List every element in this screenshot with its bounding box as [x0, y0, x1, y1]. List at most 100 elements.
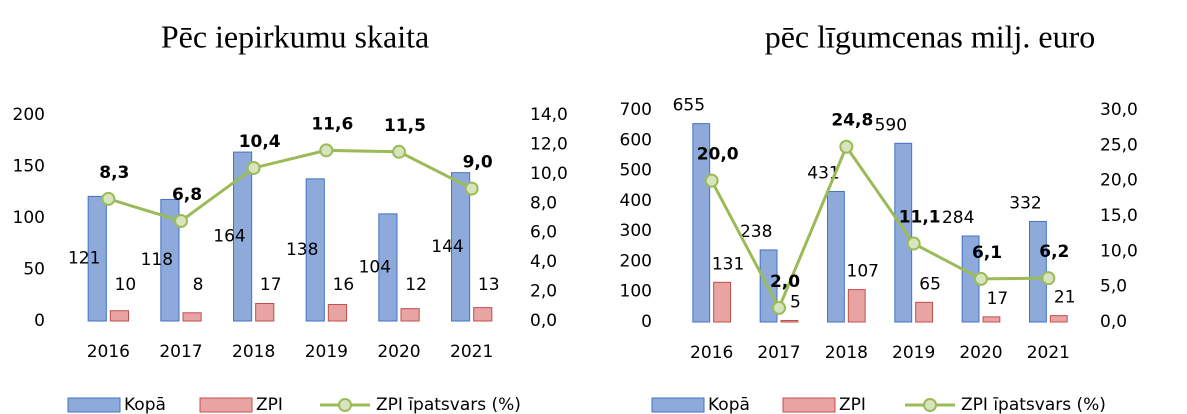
bar-value-label: 144 — [431, 237, 463, 257]
bar-value-label: 5 — [790, 292, 801, 312]
legend-marker — [338, 398, 352, 412]
line-marker — [464, 181, 479, 196]
line-value-label: 6,2 — [1039, 242, 1069, 262]
line — [107, 148, 473, 223]
y2-tick-label: 15,0 — [1100, 206, 1138, 226]
bar — [400, 308, 420, 322]
line-value-label: 24,8 — [831, 111, 873, 131]
chart-title: Pēc iepirkumu skaita — [161, 18, 429, 54]
y-tick-label: 100 — [13, 208, 45, 228]
line-value-label: 9,0 — [463, 153, 493, 173]
line-marker — [101, 191, 116, 206]
line-marker — [839, 139, 854, 154]
bar — [894, 142, 913, 323]
bar — [233, 151, 253, 322]
bar — [827, 190, 845, 323]
bar-value-label: 10 — [115, 275, 137, 295]
legend-swatch — [67, 397, 121, 413]
y-tick-label: 0 — [641, 312, 652, 332]
bar — [160, 198, 180, 322]
y-tick-label: 700 — [620, 100, 652, 120]
line-marker — [392, 144, 406, 159]
line-value-label: 20,0 — [697, 145, 739, 165]
bar-value-label: 21 — [1054, 288, 1076, 308]
y2-tick-label: 2,0 — [530, 282, 557, 302]
bar-value-label: 118 — [141, 250, 173, 270]
bar — [713, 281, 732, 323]
bar-value-label: 8 — [193, 275, 204, 295]
bar-value-label: 655 — [673, 96, 705, 116]
line-value-label: 11,6 — [311, 114, 353, 134]
bar-value-label: 12 — [405, 275, 427, 295]
line-marker — [1041, 271, 1056, 286]
x-tick-label: 2019 — [892, 343, 935, 363]
y2-tick-label: 5,0 — [1100, 277, 1127, 297]
legend-label: ZPI — [839, 395, 866, 414]
y-tick-label: 0 — [34, 311, 45, 331]
bar — [780, 319, 799, 323]
line-marker — [906, 236, 921, 251]
bar-value-label: 17 — [260, 275, 282, 295]
y-tick-label: 400 — [620, 191, 652, 211]
line-marker — [174, 213, 188, 228]
x-tick-label: 2019 — [305, 342, 348, 362]
y-tick-label: 300 — [620, 221, 652, 241]
bar-value-label: 17 — [987, 289, 1009, 309]
bar-value-label: 332 — [1009, 193, 1041, 213]
chart-panel: pēc līgumcenas milj. euro010020030040050… — [620, 18, 1138, 414]
line — [710, 143, 1049, 312]
bar-value-label: 590 — [875, 115, 907, 135]
line-value-label: 6,1 — [972, 243, 1002, 263]
y-tick-label: 200 — [620, 251, 652, 271]
x-tick-label: 2018 — [825, 343, 868, 363]
x-tick-label: 2016 — [87, 342, 130, 362]
y2-tick-label: 20,0 — [1100, 171, 1138, 191]
y2-tick-label: 10,0 — [1100, 241, 1138, 261]
bar-value-label: 164 — [213, 227, 245, 247]
y-tick-label: 600 — [620, 130, 652, 150]
line-value-label: 11,5 — [384, 116, 426, 136]
y-tick-label: 200 — [13, 105, 45, 125]
bar — [915, 301, 934, 323]
x-tick-label: 2017 — [757, 343, 800, 363]
x-tick-label: 2017 — [159, 342, 202, 362]
bar-value-label: 65 — [919, 274, 941, 294]
line-value-label: 8,3 — [99, 163, 129, 183]
line-value-label: 11,1 — [899, 208, 941, 228]
line-value-label: 6,8 — [172, 185, 202, 205]
legend-label: ZPI — [256, 395, 283, 414]
bar-value-label: 131 — [712, 254, 744, 274]
bar — [255, 302, 275, 322]
bar — [1029, 220, 1047, 323]
y2-tick-label: 25,0 — [1100, 135, 1138, 155]
legend-label: ZPI īpatsvars (%) — [376, 395, 521, 414]
bar — [451, 172, 471, 322]
line-marker — [246, 160, 261, 175]
bar — [378, 213, 398, 322]
bar — [87, 195, 107, 322]
y-tick-label: 50 — [23, 260, 45, 280]
line-marker — [772, 300, 786, 315]
bar-value-label: 284 — [942, 208, 974, 228]
legend-label: Kopā — [124, 395, 166, 414]
line-marker — [704, 173, 719, 188]
x-tick-label: 2021 — [450, 342, 493, 362]
y2-tick-label: 0,0 — [530, 311, 557, 331]
legend-swatch — [782, 397, 836, 413]
y-tick-label: 500 — [620, 161, 652, 181]
y-tick-label: 100 — [620, 282, 652, 302]
bar — [182, 312, 202, 322]
x-tick-label: 2021 — [1027, 343, 1070, 363]
legend-swatch — [199, 397, 253, 413]
bar — [1049, 315, 1068, 323]
x-tick-label: 2016 — [690, 343, 733, 363]
y-tick-label: 150 — [13, 157, 45, 177]
bar — [847, 289, 866, 323]
chart-panel: Pēc iepirkumu skaita 0 50 100 150 200 0,0 2,0 4,… — [13, 18, 568, 414]
legend-label: ZPI īpatsvars (%) — [961, 395, 1106, 414]
legend-swatch — [651, 397, 705, 413]
bar — [109, 310, 130, 322]
x-tick-label: 2018 — [232, 342, 275, 362]
y2-tick-label: 30,0 — [1100, 100, 1138, 120]
